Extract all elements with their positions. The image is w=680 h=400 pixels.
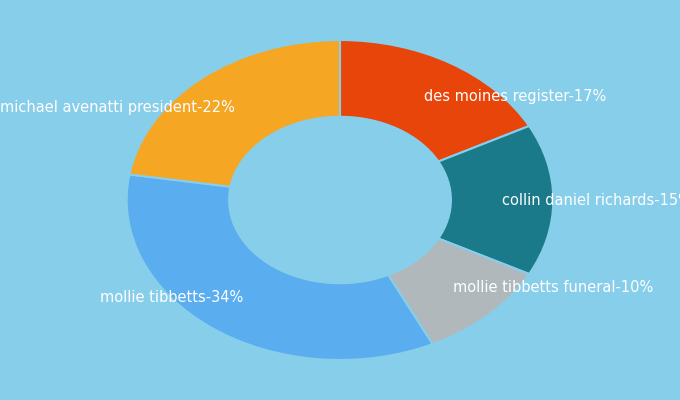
Text: des moines register-17%: des moines register-17% [424,88,607,104]
Text: mollie tibbetts funeral-10%: mollie tibbetts funeral-10% [453,280,653,295]
Wedge shape [439,126,554,274]
Text: michael avenatti president-22%: michael avenatti president-22% [0,100,235,115]
Wedge shape [129,40,340,187]
Wedge shape [126,174,432,360]
Text: mollie tibbetts-34%: mollie tibbetts-34% [100,290,243,305]
Wedge shape [388,238,529,344]
Text: collin daniel richards-15%: collin daniel richards-15% [502,192,680,208]
Wedge shape [340,40,529,162]
